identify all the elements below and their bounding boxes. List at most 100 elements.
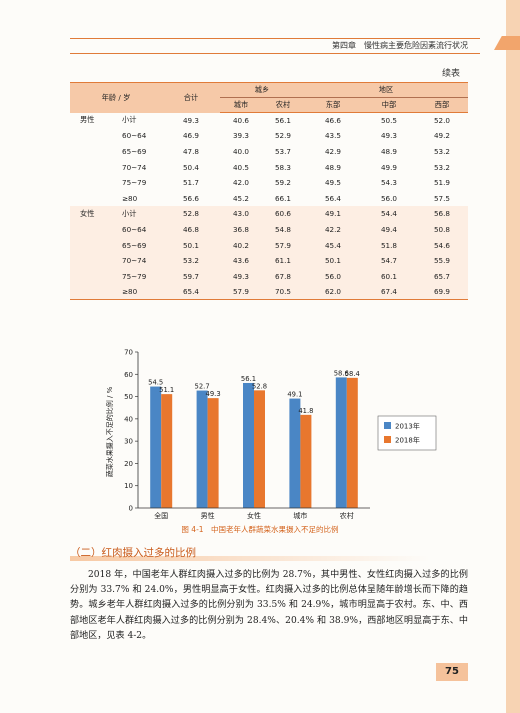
- legend-swatch: [384, 436, 391, 443]
- cell-total: 51.7: [182, 178, 199, 188]
- age-group: 60~64: [118, 221, 162, 238]
- cell-rural: 58.3: [274, 162, 291, 172]
- table-row: 男性 小计 49.3 40.6 56.1 46.6 50.5 52.0: [70, 113, 468, 129]
- cell-rural: 56.1: [274, 116, 291, 126]
- sex-label: [70, 268, 118, 285]
- cell-city: 40.0: [232, 146, 249, 156]
- cell-east: 43.5: [324, 131, 341, 141]
- legend-label: 2018年: [395, 435, 420, 444]
- cell-city: 40.2: [220, 237, 262, 253]
- bar-1-2: [254, 390, 265, 508]
- cell-city: 57.9: [220, 284, 262, 301]
- header-west: 西部: [416, 97, 468, 113]
- cell-rural: 53.7: [274, 146, 291, 156]
- cell-rural: 54.8: [262, 221, 304, 238]
- age-group: 70~74: [122, 162, 147, 172]
- age-group: ≥80: [118, 284, 162, 301]
- running-head: 第四章 慢性病主要危险因素流行状况: [332, 41, 468, 50]
- cell-central: 67.4: [362, 284, 416, 301]
- bar-value-label: 58.4: [345, 370, 360, 378]
- y-tick-label: 30: [124, 438, 133, 446]
- section-title: （二）红肉摄入过多的比例: [70, 544, 430, 562]
- cell-east: 56.4: [324, 193, 341, 203]
- cell-central: 54.3: [380, 178, 397, 188]
- cell-west: 50.8: [416, 221, 468, 238]
- cell-west: 53.2: [433, 146, 450, 156]
- cell-total: 46.8: [162, 221, 220, 238]
- cell-total: 59.7: [162, 268, 220, 285]
- page-number-box: [436, 663, 468, 681]
- bar-value-label: 58.6: [334, 369, 349, 377]
- cell-rural: 52.9: [274, 131, 291, 141]
- bar-chart: 蔬菜水果摄入不足的比例 / % 0 10 20 30 40 50 60 70 54.551.1…: [105, 349, 437, 520]
- cell-central: 54.4: [362, 206, 416, 222]
- cell-east: 48.9: [324, 162, 341, 172]
- table-row: 75~79 51.7 42.0 59.2 49.5 54.3 51.9: [70, 175, 468, 191]
- cell-city: 40.5: [232, 162, 249, 172]
- section-title-text: （二）红肉摄入过多的比例: [70, 547, 196, 559]
- sex-label: [70, 128, 118, 144]
- cell-total: 47.8: [182, 146, 199, 156]
- cell-west: 51.9: [433, 178, 450, 188]
- header-region: 地区: [304, 82, 468, 98]
- bar-1-1: [207, 398, 219, 508]
- sex-label: 女性: [70, 206, 118, 222]
- sex-label: [70, 144, 118, 160]
- cell-west: 69.9: [416, 284, 468, 301]
- y-tick-label: 20: [124, 460, 133, 468]
- legend-label: 2013年: [395, 421, 420, 430]
- female-rows: 女性 小计 52.8 43.0 60.6 49.1 54.4 56.8 60~64 46.8 36.…: [70, 206, 468, 301]
- header-urban-rural: 城乡: [220, 82, 304, 98]
- bar-value-label: 52.7: [195, 383, 210, 391]
- bar-1-3: [300, 414, 312, 508]
- header-total: 合计: [162, 82, 220, 113]
- chart-y-ticks: 0 10 20 30 40 50 60 70: [124, 349, 138, 513]
- cell-city: 43.0: [220, 206, 262, 222]
- table-row: 70~74 53.2 43.6 61.1 50.1 54.7 55.9: [70, 252, 468, 269]
- bar-value-label: 49.3: [206, 390, 221, 398]
- category-label: 女性: [247, 511, 261, 520]
- cell-central: 49.3: [380, 131, 397, 141]
- cell-rural: 66.1: [274, 193, 291, 203]
- bar-0-1: [196, 390, 208, 508]
- bar-value-label: 56.1: [241, 375, 256, 383]
- sex-label: [70, 159, 118, 175]
- cell-central: 54.7: [362, 252, 416, 269]
- cell-east: 42.2: [304, 221, 362, 238]
- cell-west: 57.5: [433, 193, 450, 203]
- cell-central: 50.5: [380, 116, 397, 126]
- cell-west: 55.9: [416, 252, 468, 269]
- chart-x-labels: 全国 男性 女性 城市 农村: [154, 511, 354, 520]
- table-row: 60~64 46.9 39.3 52.9 43.5 49.3 49.2: [70, 128, 468, 144]
- bar-value-label: 51.1: [159, 386, 174, 394]
- sex-label: [70, 284, 118, 301]
- cell-east: 49.5: [324, 178, 341, 188]
- y-tick-label: 10: [124, 482, 133, 490]
- cell-total: 46.9: [182, 131, 199, 141]
- sex-label: [70, 252, 118, 269]
- cell-central: 48.9: [380, 146, 397, 156]
- cell-west: 54.6: [416, 237, 468, 253]
- category-label: 全国: [154, 511, 168, 520]
- cell-east: 50.1: [304, 252, 362, 269]
- chart-legend: 2013年 2018年: [377, 415, 437, 451]
- bar-1-4: [346, 377, 358, 508]
- page-edge-tab: [494, 36, 520, 50]
- cell-total: 49.3: [182, 115, 199, 125]
- sex-label: [70, 221, 118, 238]
- data-table: 年龄 / 岁 合计 城乡 地区 城市 农村 东部 中部 西部 男性 小计 49.3 4…: [70, 82, 468, 301]
- cell-west: 53.2: [433, 162, 450, 172]
- header-top-rule: [70, 38, 480, 39]
- cell-east: 49.1: [304, 206, 362, 222]
- cell-total: 50.1: [162, 237, 220, 253]
- age-group: 小计: [118, 206, 162, 222]
- age-group: 65~69: [122, 146, 147, 156]
- table-row: ≥80 65.4 57.9 70.5 62.0 67.4 69.9: [70, 284, 468, 301]
- male-rows: 男性 小计 49.3 40.6 56.1 46.6 50.5 52.0 60~64 46.9 39.…: [70, 113, 468, 207]
- cell-city: 42.0: [232, 178, 249, 188]
- legend-box: [377, 415, 437, 451]
- cell-rural: 59.2: [274, 178, 291, 188]
- cell-total: 52.8: [162, 206, 220, 222]
- header-east: 东部: [304, 97, 362, 113]
- bar-value-label: 52.8: [252, 382, 267, 390]
